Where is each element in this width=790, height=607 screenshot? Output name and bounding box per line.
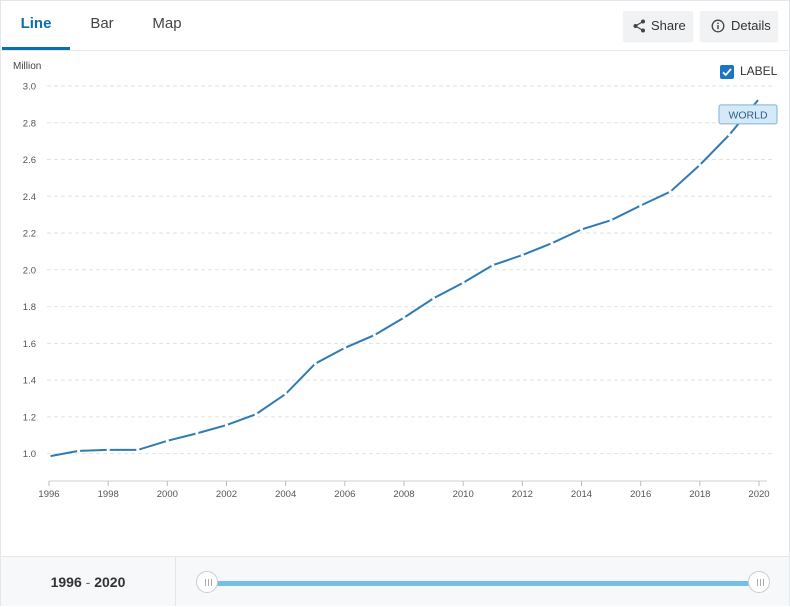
y-tick-label: 2.2 <box>23 229 36 240</box>
data-point[interactable] <box>668 190 672 194</box>
data-point[interactable] <box>579 227 584 231</box>
x-tick-label: 2004 <box>275 489 296 500</box>
data-point[interactable] <box>432 296 436 300</box>
y-tick-label: 1.4 <box>23 376 36 387</box>
tab-map[interactable]: Map <box>152 15 182 32</box>
data-point[interactable] <box>727 133 732 137</box>
x-tick-label: 1998 <box>98 489 119 500</box>
x-tick-label: 2016 <box>630 489 651 500</box>
x-tick-label: 2014 <box>571 489 592 500</box>
data-point[interactable] <box>165 439 169 443</box>
range-end: 2020 <box>94 574 126 590</box>
series-end-badge <box>718 104 778 125</box>
series-end-label: WORLD <box>718 104 778 125</box>
chart-type-tabs: Line Bar Map Share Details <box>0 0 788 51</box>
series-end-text: WORLD <box>728 109 768 121</box>
active-tab-indicator <box>2 47 70 50</box>
x-tick-label: 2012 <box>512 489 533 500</box>
range-end-handle[interactable] <box>748 571 770 593</box>
x-tick-label: 2020 <box>748 489 769 500</box>
series-world <box>47 97 761 458</box>
tab-bar[interactable]: Bar <box>90 15 114 32</box>
grid-lines <box>47 85 775 455</box>
y-tick-label: 1.8 <box>23 302 36 313</box>
label-checkbox-text: LABEL <box>740 64 778 78</box>
y-tick-label: 1.2 <box>23 412 36 423</box>
y-tick-label: 2.4 <box>23 192 36 203</box>
y-tick-label: 1.6 <box>23 339 36 350</box>
data-point[interactable] <box>491 263 495 267</box>
range-label: 1996 - 2020 <box>1 557 176 606</box>
share-button[interactable]: Share <box>623 11 693 41</box>
data-point[interactable] <box>550 241 554 245</box>
y-axis-unit-label: Million <box>13 61 41 72</box>
data-point[interactable] <box>639 203 643 208</box>
time-range-bar: 1996 - 2020 <box>1 556 789 606</box>
data-point[interactable] <box>757 97 761 101</box>
share-label: Share <box>651 18 686 33</box>
y-tick-label: 2.6 <box>23 155 36 166</box>
data-point[interactable] <box>284 392 288 396</box>
data-point[interactable] <box>47 454 51 458</box>
data-point[interactable] <box>698 163 702 167</box>
x-tick-label: 2008 <box>393 489 414 500</box>
range-slider-track[interactable] <box>208 581 760 586</box>
x-tick-label: 2002 <box>216 489 237 500</box>
series-line <box>48 98 760 458</box>
data-point[interactable] <box>609 218 613 222</box>
grip-icon <box>757 579 764 586</box>
data-point[interactable] <box>372 333 376 337</box>
x-axis: 1996 1998 2000 2002 2004 2006 2008 2010 2012 2014… <box>38 480 770 500</box>
x-tick-label: 2010 <box>453 489 474 500</box>
x-tick-label: 2006 <box>334 489 355 500</box>
data-point[interactable] <box>343 346 347 350</box>
data-point[interactable] <box>224 423 229 427</box>
data-point[interactable] <box>106 448 110 452</box>
data-point[interactable] <box>461 281 465 285</box>
range-separator: - <box>85 574 91 590</box>
tab-line[interactable]: Line <box>20 15 52 32</box>
x-tick-label: 1996 <box>38 489 59 500</box>
data-point[interactable] <box>254 412 258 416</box>
range-start: 1996 <box>50 574 82 590</box>
label-checkbox[interactable] <box>720 65 734 79</box>
y-tick-label: 3.0 <box>23 82 36 93</box>
y-tick-label: 1.0 <box>23 449 36 460</box>
x-tick-label: 2000 <box>157 489 178 500</box>
grip-icon <box>205 579 212 586</box>
info-icon <box>711 19 725 33</box>
data-point[interactable] <box>136 448 140 452</box>
data-point[interactable] <box>402 316 406 320</box>
details-label: Details <box>731 18 771 33</box>
y-tick-label: 2.0 <box>23 265 36 276</box>
x-tick-label: 2018 <box>689 489 710 500</box>
line-chart: Million 1.0 1.2 1.4 1.6 1.8 2.0 2.2 2.4 2.6 2.8 3.… <box>13 61 778 500</box>
data-point[interactable] <box>195 431 199 435</box>
details-button[interactable]: Details <box>700 11 778 41</box>
share-icon <box>633 19 645 33</box>
range-start-handle[interactable] <box>196 571 218 593</box>
data-point[interactable] <box>77 449 81 453</box>
y-axis: 1.0 1.2 1.4 1.6 1.8 2.0 2.2 2.4 2.6 2.8 3.0 <box>23 82 36 461</box>
data-point[interactable] <box>313 362 317 366</box>
data-point[interactable] <box>520 253 524 257</box>
checkmark-icon <box>722 68 732 77</box>
y-tick-label: 2.8 <box>23 118 36 129</box>
